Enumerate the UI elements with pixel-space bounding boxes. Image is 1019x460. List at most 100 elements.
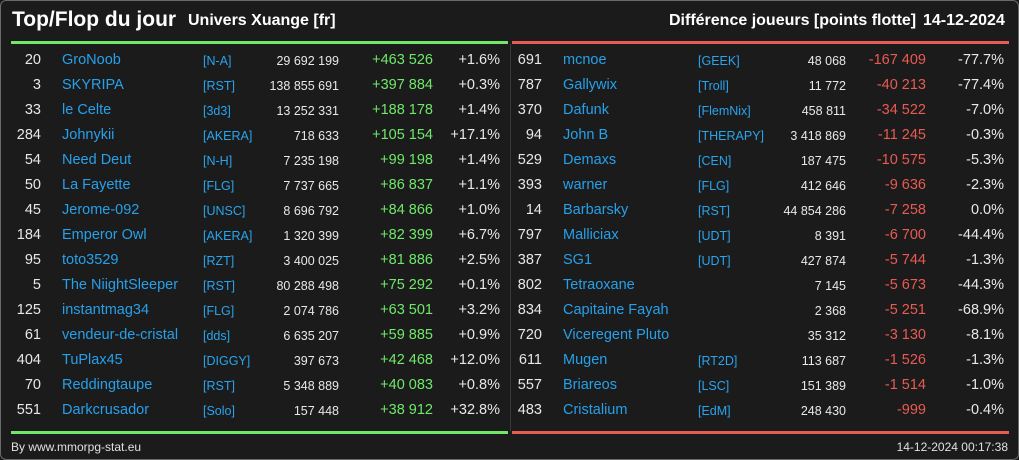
alliance-tag-link[interactable]: [N-A]: [203, 54, 232, 68]
player-name-link[interactable]: Johnykii: [62, 127, 115, 143]
footer-timestamp: 14-12-2024 00:17:38: [896, 440, 1008, 454]
player-name-link[interactable]: SG1: [563, 252, 593, 268]
player-rank: 70: [24, 377, 41, 393]
player-name-link[interactable]: Viceregent Pluto: [563, 327, 670, 343]
alliance-tag-link[interactable]: [THERAPY]: [698, 129, 764, 143]
table-row: 184 Emperor Owl [AKERA] 1 320 399 +82 399 +6.…: [11, 223, 508, 248]
player-rank: 529: [517, 152, 542, 168]
points-difference: +40 083: [380, 377, 433, 393]
player-name-link[interactable]: Dafunk: [563, 102, 609, 118]
alliance-tag-link[interactable]: [FLG]: [203, 179, 235, 193]
player-points: 248 430: [800, 404, 846, 418]
player-name-link[interactable]: Emperor Owl: [62, 227, 147, 243]
percent-change: +1.4%: [458, 102, 500, 118]
top-list: 20 GroNoob [N-A] 29 692 199 +463 526 +1.6% 3 SK…: [11, 48, 508, 423]
alliance-tag-link[interactable]: [DIGGY]: [203, 354, 251, 368]
player-name-link[interactable]: Demaxs: [563, 152, 617, 168]
player-rank: 404: [16, 352, 41, 368]
points-difference: -5 251: [884, 302, 926, 318]
alliance-tag-link[interactable]: [RT2D]: [698, 354, 738, 368]
player-name-link[interactable]: Tetraoxane: [563, 277, 635, 293]
alliance-tag-link[interactable]: [FLG]: [698, 179, 730, 193]
player-points: 3 400 025: [283, 254, 339, 268]
player-name-link[interactable]: Jerome-092: [62, 202, 140, 218]
player-name-link[interactable]: GroNoob: [62, 52, 121, 68]
table-row: 5 The NiightSleeper [RST] 80 288 498 +75 292…: [11, 273, 508, 298]
player-name-link[interactable]: le Celte: [62, 102, 112, 118]
table-row: 20 GroNoob [N-A] 29 692 199 +463 526 +1.6%: [11, 48, 508, 73]
credit-link[interactable]: By www.mmorpg-stat.eu: [11, 440, 142, 454]
player-name-link[interactable]: SKYRIPA: [62, 77, 124, 93]
alliance-tag-link[interactable]: [dds]: [203, 329, 231, 343]
player-rank: 720: [517, 327, 542, 343]
player-name-link[interactable]: Briareos: [563, 377, 617, 393]
alliance-tag-link[interactable]: [UDT]: [698, 254, 731, 268]
player-rank: 387: [517, 252, 542, 268]
alliance-tag-link[interactable]: [3d3]: [203, 104, 231, 118]
player-name-link[interactable]: Darkcrusador: [62, 402, 150, 418]
points-difference: -3 130: [884, 327, 926, 343]
alliance-tag-link[interactable]: [EdM]: [698, 404, 731, 418]
player-name-link[interactable]: toto3529: [62, 252, 119, 268]
alliance-tag-link[interactable]: [GEEK]: [698, 54, 740, 68]
header: Top/Flop du jour Univers Xuange [fr] Dif…: [1, 1, 1018, 41]
alliance-tag-link[interactable]: [CEN]: [698, 154, 732, 168]
alliance-tag-link[interactable]: [Troll]: [698, 79, 729, 93]
points-difference: +42 468: [380, 352, 433, 368]
player-points: 397 673: [293, 354, 339, 368]
points-difference: +397 884: [372, 77, 433, 93]
player-name-link[interactable]: Need Deut: [62, 152, 132, 168]
alliance-tag-link[interactable]: [RST]: [203, 79, 235, 93]
player-name-link[interactable]: TuPlax45: [62, 352, 123, 368]
player-name-link[interactable]: vendeur-de-cristal: [62, 327, 179, 343]
alliance-tag-link[interactable]: [FLG]: [203, 304, 235, 318]
alliance-tag-link[interactable]: [AKERA]: [203, 129, 253, 143]
alliance-tag-link[interactable]: [UDT]: [698, 229, 731, 243]
percent-change: +0.8%: [458, 377, 500, 393]
alliance-tag-link[interactable]: [RST]: [203, 279, 235, 293]
player-rank: 802: [517, 277, 542, 293]
alliance-tag-link[interactable]: [RST]: [698, 204, 730, 218]
points-difference: -7 258: [884, 202, 926, 218]
player-points: 458 811: [801, 104, 846, 118]
table-row: 125 instantmag34 [FLG] 2 074 786 +63 501 +3.2…: [11, 298, 508, 323]
player-name-link[interactable]: Reddingtaupe: [62, 377, 153, 393]
points-difference: -11 245: [877, 127, 926, 143]
player-points: 718 633: [293, 129, 339, 143]
alliance-tag-link[interactable]: [LSC]: [698, 379, 730, 393]
player-name-link[interactable]: John B: [563, 127, 609, 143]
percent-change: -8.1%: [966, 327, 1004, 343]
player-name-link[interactable]: mcnoe: [563, 52, 607, 68]
points-difference: +38 912: [380, 402, 433, 418]
alliance-tag-link[interactable]: [RST]: [203, 379, 235, 393]
percent-change: +1.4%: [458, 152, 500, 168]
column-divider: [510, 44, 511, 431]
player-name-link[interactable]: Malliciax: [563, 227, 619, 243]
player-rank: 3: [32, 77, 41, 93]
percent-change: +0.3%: [458, 77, 500, 93]
alliance-tag-link[interactable]: [N-H]: [203, 154, 233, 168]
alliance-tag-link[interactable]: [FlemNix]: [698, 104, 751, 118]
percent-change: +0.9%: [458, 327, 500, 343]
player-name-link[interactable]: instantmag34: [62, 302, 150, 318]
player-name-link[interactable]: Barbarsky: [563, 202, 629, 218]
points-difference: -6 700: [884, 227, 926, 243]
player-name-link[interactable]: Mugen: [563, 352, 608, 368]
points-difference: +99 198: [380, 152, 433, 168]
percent-change: +32.8%: [450, 402, 500, 418]
points-difference: +59 885: [380, 327, 433, 343]
player-points: 187 475: [800, 154, 846, 168]
player-name-link[interactable]: Cristalium: [563, 402, 628, 418]
player-name-link[interactable]: warner: [563, 177, 608, 193]
alliance-tag-link[interactable]: [RZT]: [203, 254, 235, 268]
percent-change: -1.0%: [966, 377, 1004, 393]
player-name-link[interactable]: La Fayette: [62, 177, 131, 193]
player-name-link[interactable]: The NiightSleeper: [62, 277, 179, 293]
player-points: 1 320 399: [283, 229, 339, 243]
alliance-tag-link[interactable]: [UNSC]: [203, 204, 246, 218]
points-difference: +188 178: [372, 102, 433, 118]
alliance-tag-link[interactable]: [Solo]: [203, 404, 235, 418]
player-name-link[interactable]: Gallywix: [563, 77, 617, 93]
player-name-link[interactable]: Capitaine Fayah: [563, 302, 669, 318]
alliance-tag-link[interactable]: [AKERA]: [203, 229, 253, 243]
